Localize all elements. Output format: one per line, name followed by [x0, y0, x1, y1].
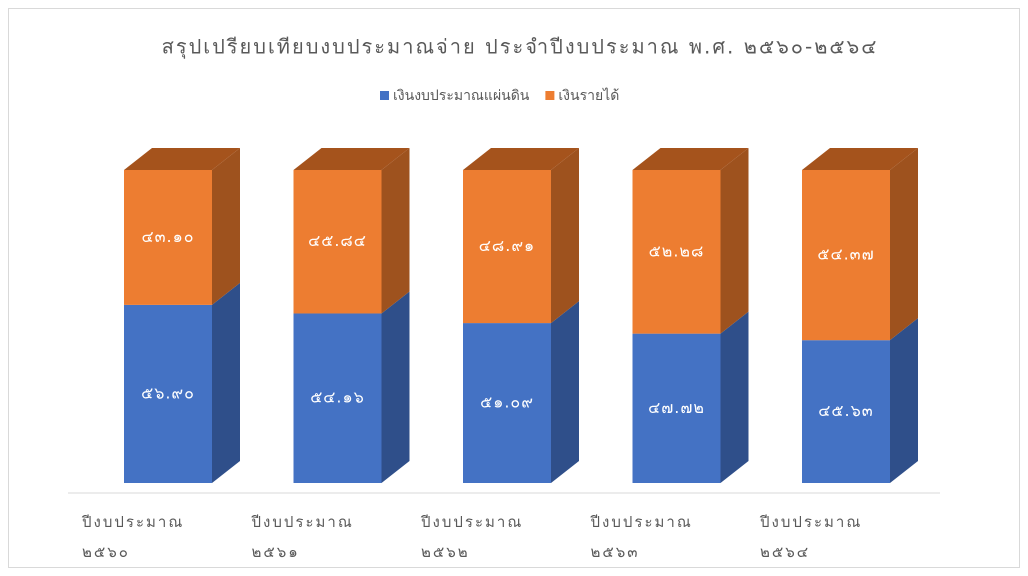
bar-top — [463, 148, 579, 170]
bar-segment — [463, 148, 579, 324]
data-label: ๔๘.๙๑ — [479, 236, 535, 255]
data-label: ๕๔.๑๖ — [310, 388, 365, 407]
bar-front — [293, 170, 382, 314]
data-label: ๕๑.๐๙ — [480, 393, 534, 412]
bar-front — [802, 340, 890, 483]
bar-front — [802, 170, 890, 341]
data-label: ๔๗.๗๒ — [648, 398, 705, 417]
x-tick-label: ปีงบประมาณ ๒๕๖๐ — [82, 513, 185, 561]
bar-segment — [632, 148, 749, 334]
bar-front — [293, 313, 382, 483]
bar-segment — [802, 148, 918, 341]
bar-top — [632, 148, 749, 170]
legend-label: เงินงบประมาณแผ่นดิน — [393, 88, 530, 104]
chart-title: สรุปเปรียบเทียบงบประมาณจ่าย ประจำปีงบประ… — [162, 35, 879, 60]
bar-front — [632, 333, 721, 483]
data-label: ๔๕.๘๔ — [308, 231, 367, 250]
bar-top — [124, 148, 240, 170]
x-tick-label: ปีงบประมาณ ๒๕๖๓ — [590, 513, 693, 561]
legend: เงินงบประมาณแผ่นดิน เงินรายได้ — [380, 87, 619, 104]
bar-side — [381, 291, 410, 483]
bar-side — [551, 301, 579, 483]
bar-side — [551, 148, 579, 324]
bar-segment — [293, 148, 410, 314]
bar-side — [381, 148, 410, 314]
x-tick-label: ปีงบประมาณ ๒๕๖๒ — [421, 513, 524, 561]
legend-swatch — [380, 91, 389, 100]
bar-front — [632, 170, 721, 334]
data-label: ๕๔.๓๗ — [817, 245, 874, 264]
bar-front — [124, 170, 212, 305]
bar-side — [890, 148, 918, 341]
bar-segment — [293, 291, 410, 483]
bar-front — [124, 304, 212, 483]
data-label: ๕๒.๒๘ — [649, 241, 705, 260]
data-label: ๕๖.๙๐ — [141, 383, 195, 402]
bar-top — [802, 148, 918, 170]
bar-segment — [463, 301, 579, 483]
bar-side — [890, 318, 918, 483]
data-label: ๔๓.๑๐ — [141, 227, 194, 246]
bar-segment — [124, 148, 240, 305]
x-tick-label: ปีงบประมาณ ๒๕๖๑ — [251, 513, 354, 561]
bar-segment — [124, 282, 240, 483]
bar-segment — [802, 318, 918, 483]
bar-side — [212, 148, 240, 305]
bar-side — [720, 148, 749, 334]
legend-swatch — [545, 91, 555, 100]
bar-front — [463, 170, 551, 324]
data-label: ๔๕.๖๓ — [818, 401, 873, 420]
bar-side — [212, 282, 240, 483]
bar-side — [720, 311, 749, 483]
legend-label: เงินรายได้ — [558, 87, 619, 104]
bar-front — [463, 323, 551, 483]
x-tick-label: ปีงบประมาณ ๒๕๖๔ — [760, 513, 863, 561]
bar-segment — [632, 311, 749, 483]
bar-top — [293, 148, 410, 170]
